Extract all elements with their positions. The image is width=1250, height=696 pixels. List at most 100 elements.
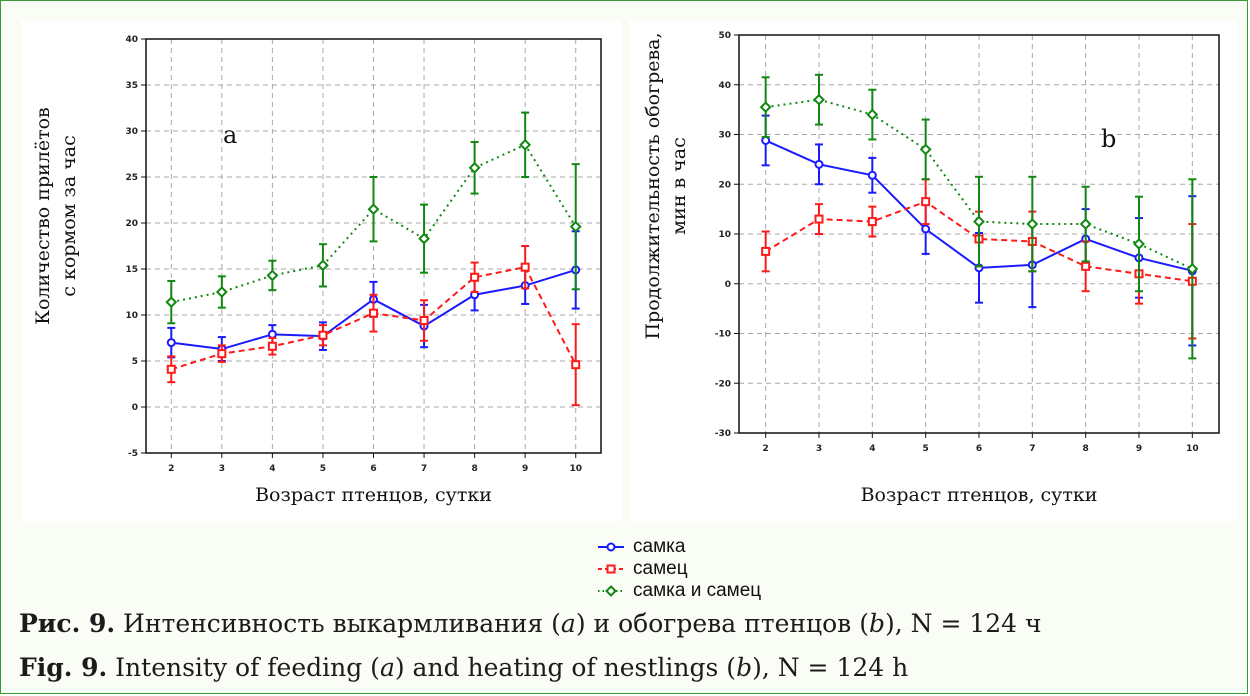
- data-point: [761, 246, 771, 256]
- y-tick-label: 35: [125, 81, 138, 91]
- data-point: [759, 101, 772, 114]
- y-tick-label: -10: [715, 330, 731, 340]
- y-tick-label: 20: [718, 180, 731, 190]
- data-point: [919, 143, 932, 156]
- series-line-male: [765, 200, 1193, 283]
- data-point: [318, 330, 328, 340]
- caption-en-text-2: ) and heating of nestlings (: [394, 653, 737, 682]
- data-point: [813, 93, 825, 106]
- data-point: [470, 272, 480, 282]
- y-tick-label: 30: [718, 131, 731, 141]
- data-point: [571, 360, 581, 370]
- y-tick-label: 25: [125, 173, 138, 183]
- x-tick-label: 9: [522, 464, 528, 474]
- y-axis-label-line: Количество прилётов: [32, 107, 54, 324]
- y-axis-label: Количество прилётов с кормом за час: [32, 107, 80, 324]
- x-tick-label: 6: [370, 464, 376, 474]
- caption-ru-prefix: Рис. 9.: [19, 609, 116, 638]
- x-tick-label: 4: [869, 444, 875, 454]
- legend-marker-male: [598, 564, 624, 574]
- data-point: [317, 259, 329, 272]
- x-tick-label: 5: [923, 444, 929, 454]
- x-tick-label: 8: [1083, 444, 1089, 454]
- data-point: [369, 308, 378, 318]
- data-point: [520, 262, 530, 272]
- data-point: [867, 170, 877, 180]
- y-tick-label: 50: [718, 31, 731, 41]
- series-male: [166, 245, 581, 407]
- caption-ru-text-3: ), N = 124 ч: [884, 609, 1042, 638]
- y-tick-label: 5: [132, 357, 138, 367]
- data-point: [1079, 218, 1092, 230]
- caption-en-text-1: Intensity of feeding (: [107, 653, 380, 682]
- y-tick-label: 10: [125, 311, 138, 321]
- caption-ru-b: b: [868, 609, 885, 638]
- data-point: [165, 296, 178, 309]
- legend-label-male: самец: [633, 558, 688, 579]
- x-tick-label: 7: [421, 464, 427, 474]
- chart-b: -30 -20 -10 0 10 20 30 40 50 2 3 4 5 6 7 8 9 10 b Продолжит…: [642, 31, 1220, 506]
- x-tick-label: 2: [763, 444, 769, 454]
- data-point: [814, 214, 824, 224]
- panel-a: -5 0 5 10 15 20 25 30 35 40 2 3 4 5 6 7 8 9 10 a Количество …: [21, 21, 621, 521]
- legend-label-female: самка: [633, 536, 686, 557]
- y-tick-label: 0: [725, 280, 731, 290]
- data-point: [519, 138, 532, 151]
- y-axis-label-line: Продолжительность обогрева,: [642, 32, 664, 339]
- legend-item-both: самка и самец: [597, 580, 761, 602]
- chart-a: -5 0 5 10 15 20 25 30 35 40 2 3 4 5 6 7 8 9 10 a Количество …: [32, 35, 602, 506]
- x-tick-label: 4: [269, 464, 275, 474]
- data-point: [367, 203, 380, 216]
- y-tick-label: 0: [132, 403, 138, 413]
- data-point: [921, 224, 931, 234]
- legend-item-male: самец: [597, 558, 761, 580]
- panel-letter: a: [223, 121, 237, 149]
- data-point: [921, 197, 931, 207]
- y-tick-label: -5: [128, 449, 138, 459]
- x-tick-label: 9: [1136, 444, 1142, 454]
- series-both: [759, 73, 1199, 360]
- y-tick-label: 40: [125, 35, 138, 45]
- data-point: [166, 364, 176, 374]
- caption-en-prefix: Fig. 9.: [19, 653, 108, 682]
- y-tick-label: 20: [125, 219, 138, 229]
- series-both: [165, 111, 582, 325]
- x-axis-label: Возраст птенцов, сутки: [255, 484, 492, 506]
- data-point: [1186, 262, 1199, 275]
- data-point: [814, 159, 824, 169]
- y-tick-label: 10: [718, 230, 731, 240]
- y-axis-label-line: мин в час: [668, 137, 690, 234]
- x-tick-label: 5: [320, 464, 326, 474]
- data-point: [867, 217, 877, 227]
- legend-item-female: самка: [597, 536, 761, 558]
- y-tick-label: -20: [715, 379, 731, 389]
- caption-ru-a: a: [560, 609, 576, 638]
- data-point: [1026, 218, 1039, 230]
- legend-label-both: самка и самец: [633, 580, 762, 601]
- data-point: [973, 215, 985, 228]
- caption-en: Fig. 9. Intensity of feeding (a) and hea…: [19, 653, 908, 682]
- panel-b: -30 -20 -10 0 10 20 30 40 50 2 3 4 5 6 7 8 9 10 b Продолжит…: [629, 21, 1237, 521]
- legend-marker-both: [598, 585, 624, 597]
- data-point: [1133, 238, 1145, 250]
- x-tick-label: 3: [816, 444, 822, 454]
- series-line-both: [171, 143, 577, 304]
- legend: самка самец самка и самец: [597, 536, 761, 602]
- x-tick-label: 3: [219, 464, 225, 474]
- data-point: [468, 161, 481, 174]
- x-tick-label: 7: [1029, 444, 1035, 454]
- caption-ru: Рис. 9. Интенсивность выкармливания (a) …: [19, 609, 1042, 638]
- y-axis-label: Продолжительность обогрева, мин в час: [642, 32, 690, 339]
- data-point: [266, 269, 279, 282]
- y-tick-label: 40: [718, 81, 731, 91]
- legend-marker-female: [598, 542, 624, 552]
- data-point: [1081, 261, 1091, 271]
- x-tick-label: 6: [976, 444, 982, 454]
- panel-letter: b: [1101, 125, 1116, 153]
- y-tick-label: 15: [125, 265, 138, 275]
- data-point: [217, 349, 227, 359]
- data-point: [419, 316, 429, 326]
- x-tick-label: 8: [471, 464, 477, 474]
- y-tick-label: 30: [125, 127, 138, 137]
